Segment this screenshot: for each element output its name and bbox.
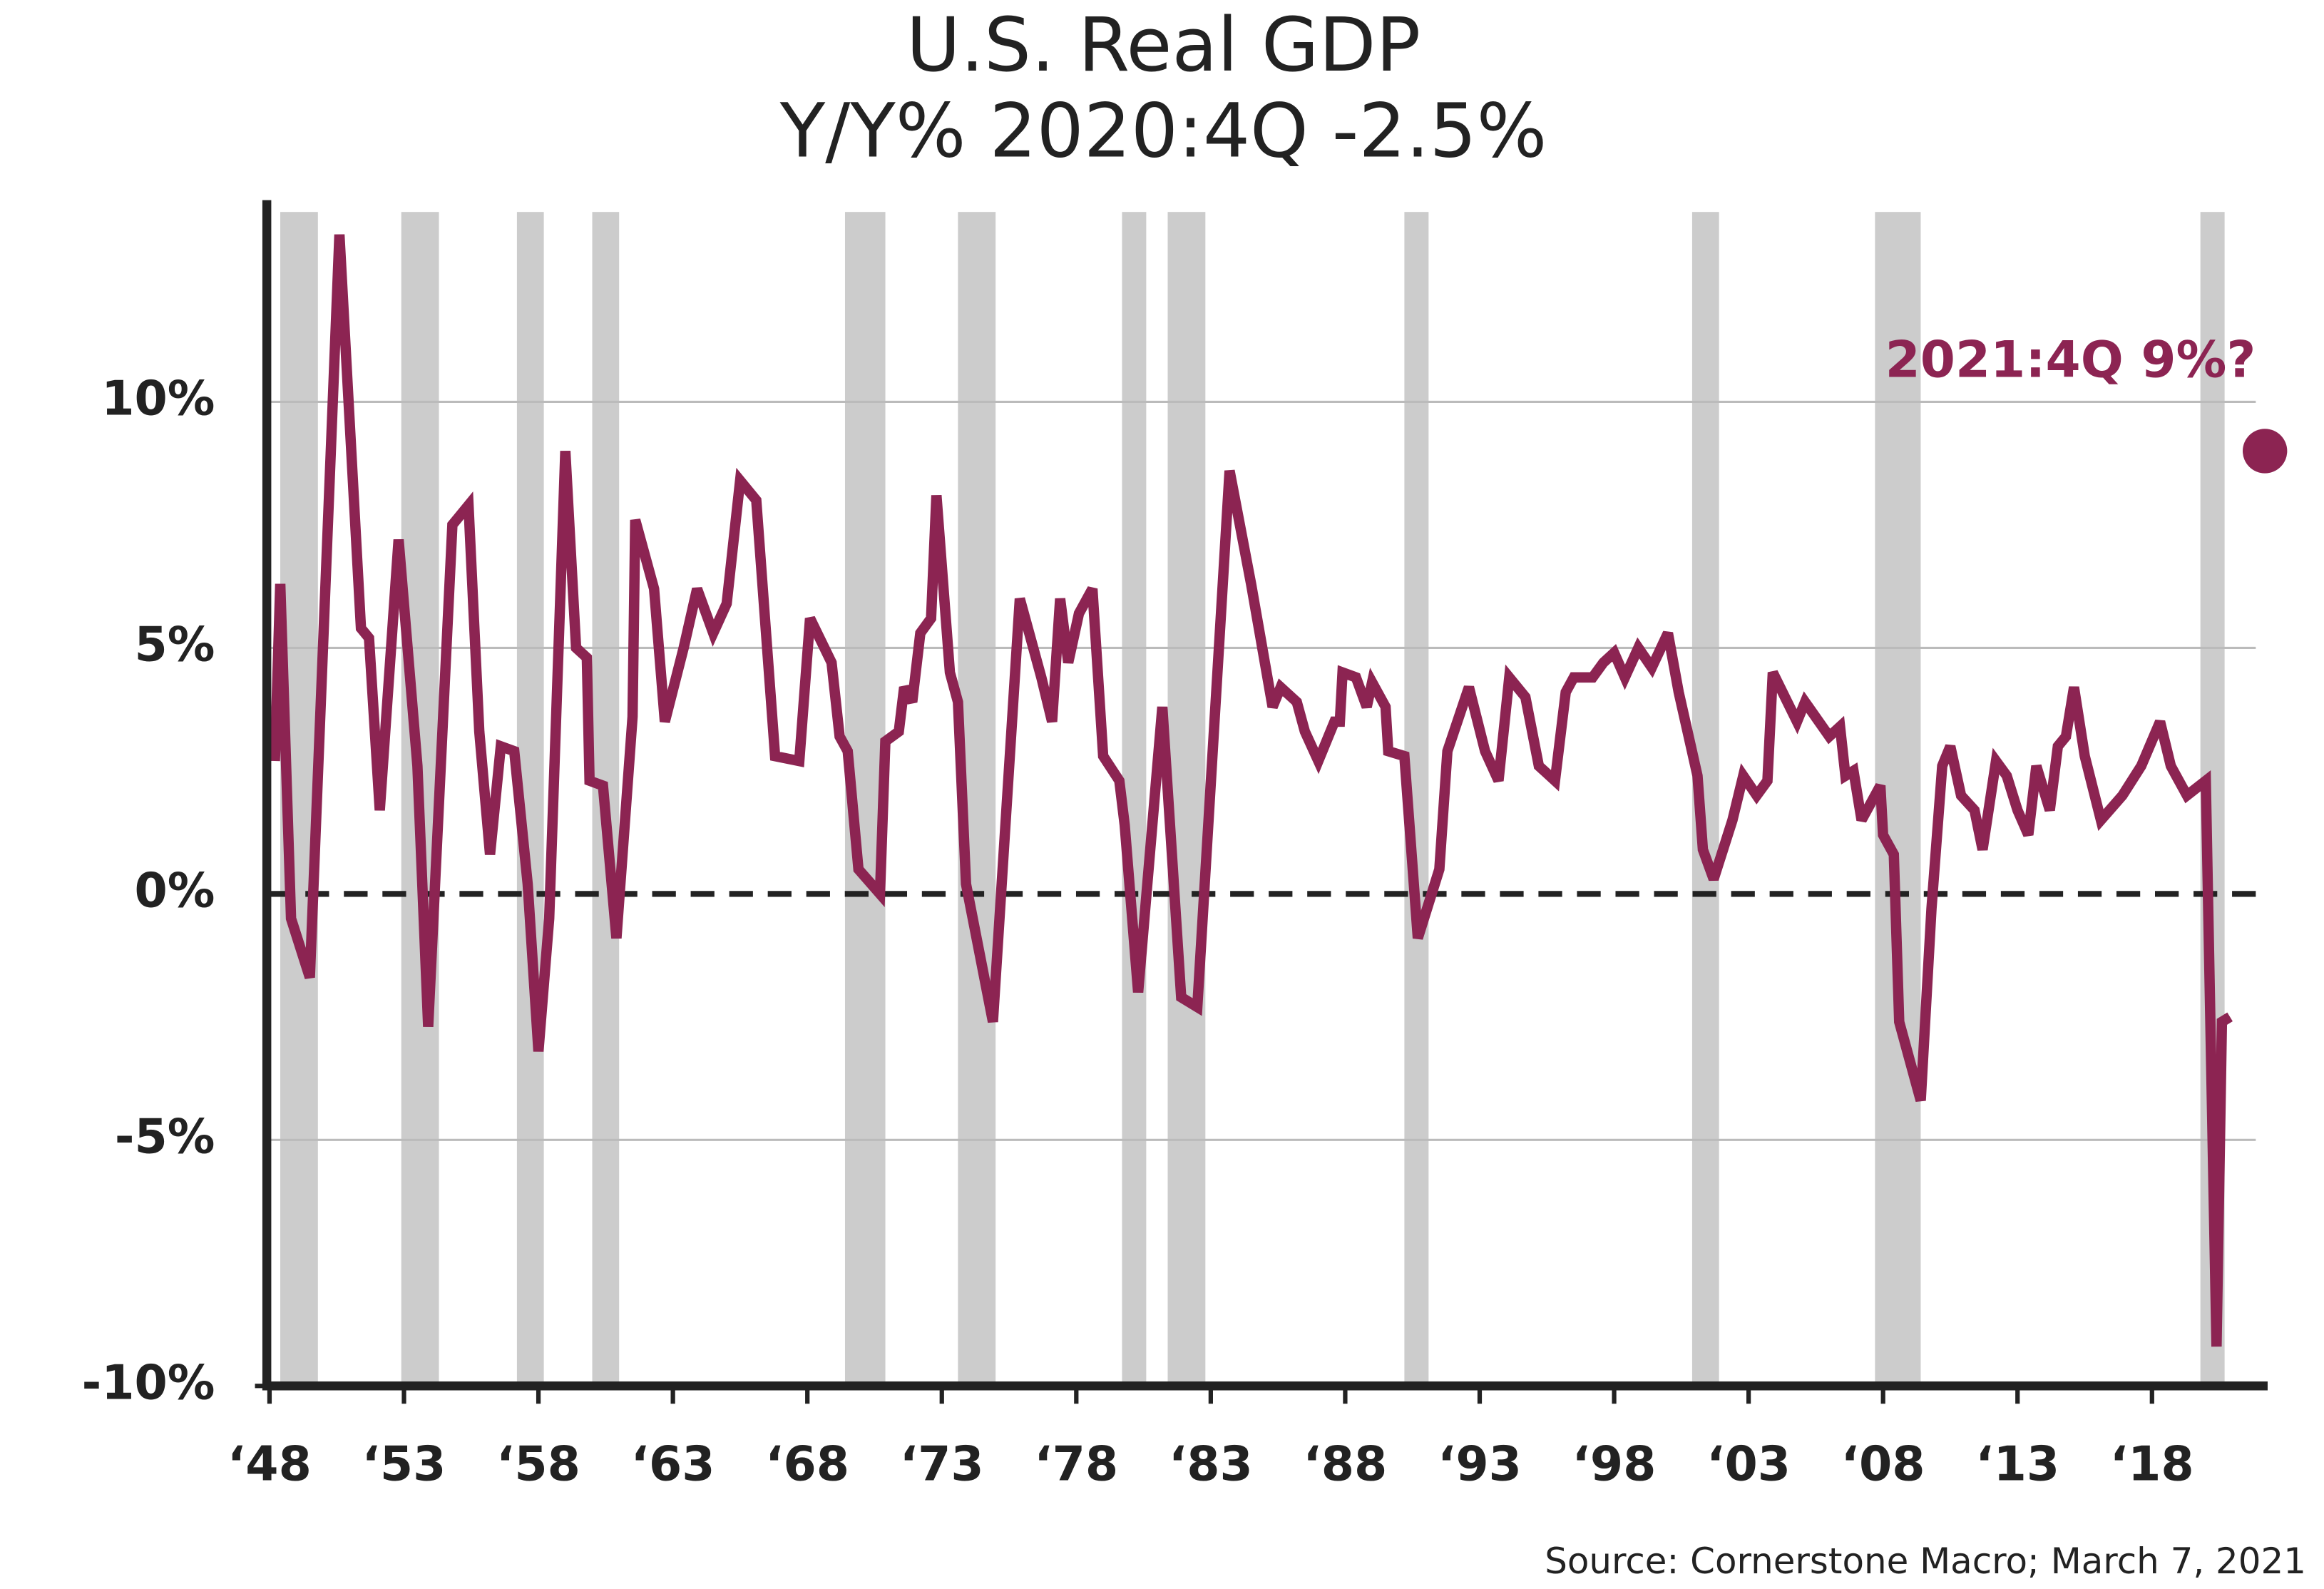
x-tick-label: ‘48 xyxy=(227,1436,312,1492)
x-tick-label: ‘63 xyxy=(631,1436,715,1492)
x-tick-label: ‘53 xyxy=(362,1436,446,1492)
axis-layer: -10% -5% 0% 5% 10% ‘48 ‘53 ‘58 ‘63 ‘68 ‘73 ‘78 ‘83 ‘8… xyxy=(82,200,2268,1492)
forecast-label: 2021:4Q 9%? xyxy=(1885,330,2256,389)
data-layer: 2021:4Q 9%? xyxy=(270,234,2288,1347)
y-tick-label: 0% xyxy=(135,862,215,918)
x-tick-label: ‘68 xyxy=(765,1436,849,1492)
x-tick-label: ‘98 xyxy=(1572,1436,1657,1492)
source-note: Source: Cornerstone Macro; March 7, 2021 xyxy=(1545,1541,2306,1582)
y-tick-label: -5% xyxy=(115,1108,215,1164)
gdp-line xyxy=(270,234,2233,1347)
x-tick-label: ‘88 xyxy=(1304,1436,1388,1492)
y-tick-label: 5% xyxy=(135,616,215,672)
x-tick-label: ‘58 xyxy=(496,1436,580,1492)
x-tick-label: ‘93 xyxy=(1438,1436,1522,1492)
x-tick-label: ‘18 xyxy=(2110,1436,2194,1492)
x-tick-label: ‘83 xyxy=(1169,1436,1253,1492)
forecast-point xyxy=(2243,429,2288,474)
y-tick-label: -10% xyxy=(82,1354,215,1410)
x-tick-label: ‘03 xyxy=(1706,1436,1791,1492)
y-tick-label: 10% xyxy=(101,371,215,426)
recession-band xyxy=(1167,212,1206,1386)
chart-title: U.S. Real GDP xyxy=(906,2,1420,88)
x-tick-label: ‘73 xyxy=(900,1436,984,1492)
x-tick-label: ‘08 xyxy=(1841,1436,1925,1492)
x-tick-label: ‘13 xyxy=(1975,1436,2059,1492)
x-tick-label: ‘78 xyxy=(1034,1436,1118,1492)
chart-subtitle: Y/Y% 2020:4Q -2.5% xyxy=(779,88,1547,175)
